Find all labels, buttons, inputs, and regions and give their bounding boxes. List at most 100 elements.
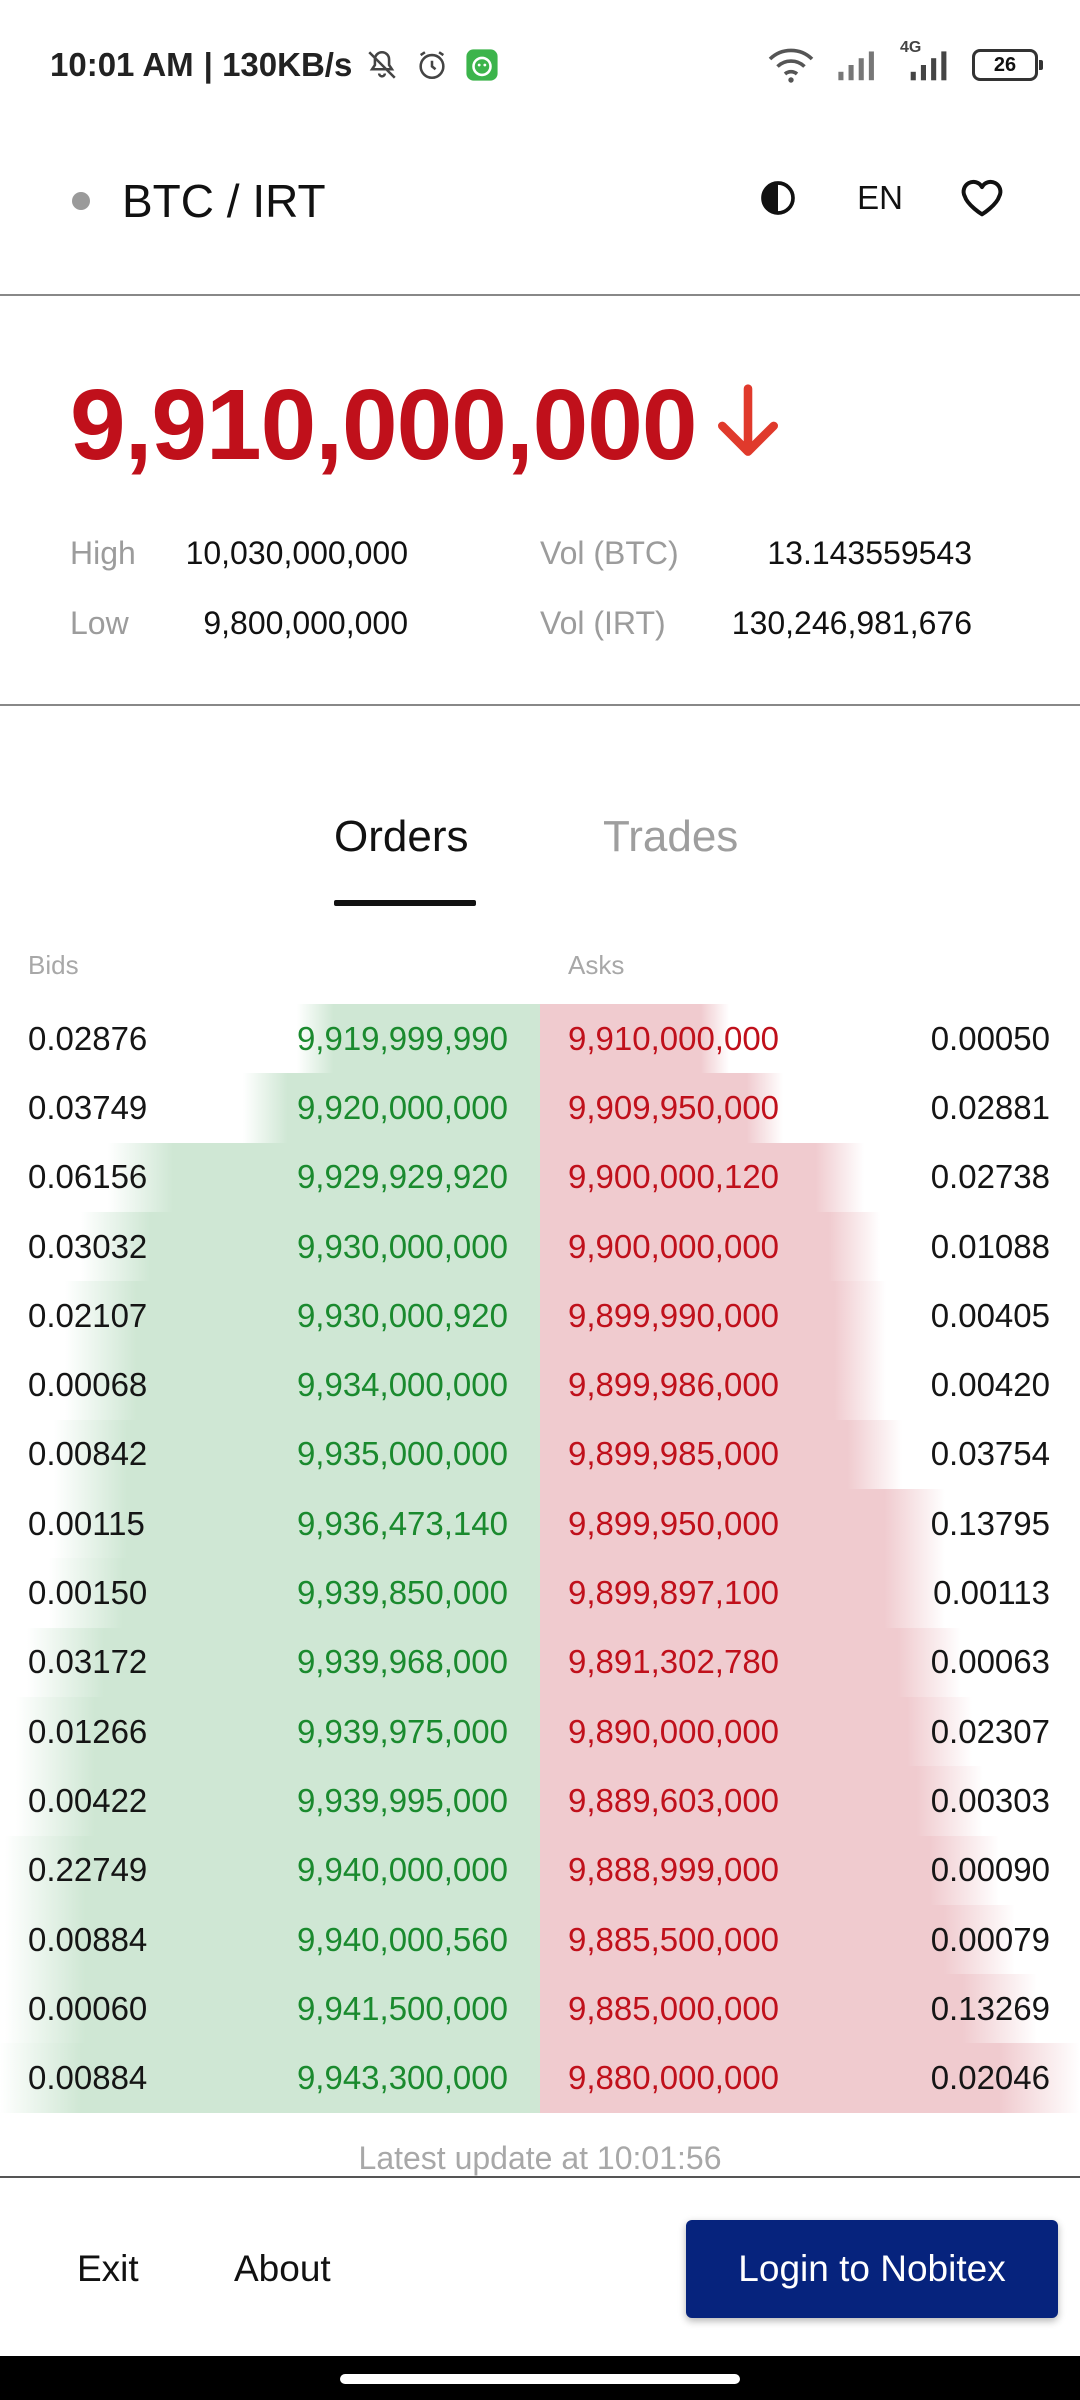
bid-depth-bar	[0, 2043, 540, 2113]
ask-price: 9,900,000,120	[568, 1158, 780, 1196]
order-row: 0.22749 9,940,000,000 9,888,999,000 0.00090	[0, 1835, 1080, 1905]
home-gesture-bar[interactable]	[340, 2374, 740, 2384]
bids-header: Bids	[28, 950, 79, 980]
ask-amount: 0.02046	[930, 2059, 1050, 2097]
alarm-icon	[412, 45, 452, 85]
wifi-icon	[766, 45, 816, 85]
bid-depth-bar	[54, 1489, 540, 1559]
mute-icon	[362, 45, 402, 85]
stat-vol-irt: Vol (IRT) 130,246,981,676	[540, 588, 972, 658]
order-row: 0.02876 9,919,999,990 9,910,000,000 0.00050	[0, 1004, 1080, 1074]
ask-amount: 0.00405	[930, 1296, 1050, 1334]
order-row: 0.06156 9,929,929,920 9,900,000,120 0.02738	[0, 1142, 1080, 1212]
last-price-row: 9,910,000,000	[70, 368, 783, 483]
bid-price: 9,936,473,140	[296, 1504, 508, 1542]
ask-amount: 0.13795	[930, 1504, 1050, 1542]
bid-amount: 0.00422	[28, 1781, 148, 1819]
bid-price: 9,939,975,000	[296, 1712, 508, 1750]
bid-depth-bar	[5, 1904, 540, 1975]
bid-price: 9,919,999,990	[296, 1019, 508, 1057]
tab-orders[interactable]: Orders	[334, 812, 469, 861]
ask-amount: 0.00063	[930, 1643, 1050, 1681]
stat-vol-btc: Vol (BTC) 13.143559543	[540, 518, 972, 588]
order-row: 0.00884 9,943,300,000 9,880,000,000 0.02046	[0, 2043, 1080, 2113]
bid-amount: 0.00884	[28, 2059, 148, 2097]
ask-price: 9,899,950,000	[568, 1504, 780, 1542]
bid-amount: 0.01266	[28, 1712, 148, 1750]
navigation-bar	[0, 2356, 1080, 2400]
heart-icon	[961, 179, 1003, 217]
order-row: 0.03032 9,930,000,000 9,900,000,000 0.01088	[0, 1211, 1080, 1282]
order-row: 0.01266 9,939,975,000 9,890,000,000 0.02307	[0, 1696, 1080, 1767]
bid-side: 0.03172 9,939,968,000	[0, 1627, 540, 1697]
ask-side: 9,899,950,000 0.13795	[540, 1489, 1080, 1559]
bid-amount: 0.03032	[28, 1227, 148, 1265]
theme-toggle-button[interactable]	[750, 170, 806, 226]
ask-depth-bar	[540, 1073, 783, 1143]
ask-depth-bar	[540, 1974, 1037, 2044]
bid-side: 0.00422 9,939,995,000	[0, 1766, 540, 1836]
ask-depth-bar	[540, 2043, 1080, 2113]
ask-depth-bar	[540, 1489, 945, 1559]
ask-side: 9,900,000,120 0.02738	[540, 1142, 1080, 1212]
ask-price: 9,889,603,000	[568, 1781, 780, 1819]
bid-depth-bar	[16, 1766, 540, 1836]
order-row: 0.00422 9,939,995,000 9,889,603,000 0.00303	[0, 1766, 1080, 1836]
bid-price: 9,930,000,000	[296, 1227, 508, 1265]
favorite-button[interactable]	[954, 170, 1010, 226]
tab-bar: Orders Trades	[0, 800, 1080, 910]
bid-side: 0.00068 9,934,000,000	[0, 1350, 540, 1420]
vol-irt-label: Vol (IRT)	[540, 604, 666, 641]
bid-side: 0.00115 9,936,473,140	[0, 1489, 540, 1559]
bid-side: 0.01266 9,939,975,000	[0, 1696, 540, 1767]
bid-depth-bar	[5, 1974, 540, 2044]
ask-amount: 0.00090	[930, 1851, 1050, 1889]
tab-trades[interactable]: Trades	[603, 812, 739, 861]
ask-side: 9,888,999,000 0.00090	[540, 1835, 1080, 1905]
bid-price: 9,935,000,000	[296, 1435, 508, 1473]
bid-amount: 0.00884	[28, 1920, 148, 1958]
vol-irt-value: 130,246,981,676	[731, 604, 972, 641]
order-rows: 0.02876 9,919,999,990 9,910,000,000 0.00050…	[0, 1004, 1080, 2113]
high-value: 10,030,000,000	[185, 534, 408, 571]
about-button[interactable]: About	[234, 2248, 331, 2289]
bid-depth-bar	[54, 1419, 540, 1490]
ask-price: 9,880,000,000	[568, 2059, 780, 2097]
bid-price: 9,939,968,000	[296, 1643, 508, 1681]
language-button[interactable]: EN	[857, 179, 903, 216]
bid-side: 0.00884 9,943,300,000	[0, 2043, 540, 2113]
bid-amount: 0.06156	[28, 1158, 148, 1196]
app-header: BTC / IRT EN	[0, 130, 1080, 296]
status-bar: 10:01 AM | 130KB/s 4G 26	[0, 0, 1080, 130]
ask-side: 9,889,603,000 0.00303	[540, 1766, 1080, 1836]
ask-price: 9,885,000,000	[568, 1989, 780, 2027]
ask-side: 9,890,000,000 0.02307	[540, 1696, 1080, 1767]
ask-price: 9,891,302,780	[568, 1643, 780, 1681]
bid-depth-bar	[108, 1142, 540, 1212]
ask-price: 9,890,000,000	[568, 1712, 780, 1750]
signal-4g-icon: 4G	[898, 39, 954, 85]
ask-price: 9,899,990,000	[568, 1296, 780, 1334]
bid-depth-bar	[243, 1073, 540, 1143]
bid-depth-bar	[297, 1004, 540, 1074]
order-row: 0.03172 9,939,968,000 9,891,302,780 0.00063	[0, 1627, 1080, 1697]
bid-price: 9,939,995,000	[296, 1781, 508, 1819]
stat-high: High 10,030,000,000	[70, 518, 408, 588]
battery-icon: 26	[972, 49, 1043, 81]
exit-button[interactable]: Exit	[77, 2248, 139, 2289]
bid-depth-bar	[16, 1696, 540, 1767]
ask-depth-bar	[540, 1627, 962, 1697]
bid-depth-bar	[5, 1835, 540, 1905]
order-row: 0.00842 9,935,000,000 9,899,985,000 0.03754	[0, 1419, 1080, 1490]
ask-depth-bar	[540, 1419, 902, 1490]
bid-amount: 0.00842	[28, 1435, 148, 1473]
login-button[interactable]: Login to Nobitex	[686, 2220, 1058, 2318]
ask-amount: 0.02307	[930, 1712, 1050, 1750]
ask-price: 9,888,999,000	[568, 1851, 780, 1889]
status-left: 10:01 AM | 130KB/s	[50, 40, 502, 90]
network-label: 4G	[900, 39, 922, 56]
ask-price: 9,899,985,000	[568, 1435, 780, 1473]
ask-price: 9,899,986,000	[568, 1366, 780, 1404]
ask-depth-bar	[540, 1558, 945, 1628]
ask-side: 9,899,986,000 0.00420	[540, 1350, 1080, 1420]
